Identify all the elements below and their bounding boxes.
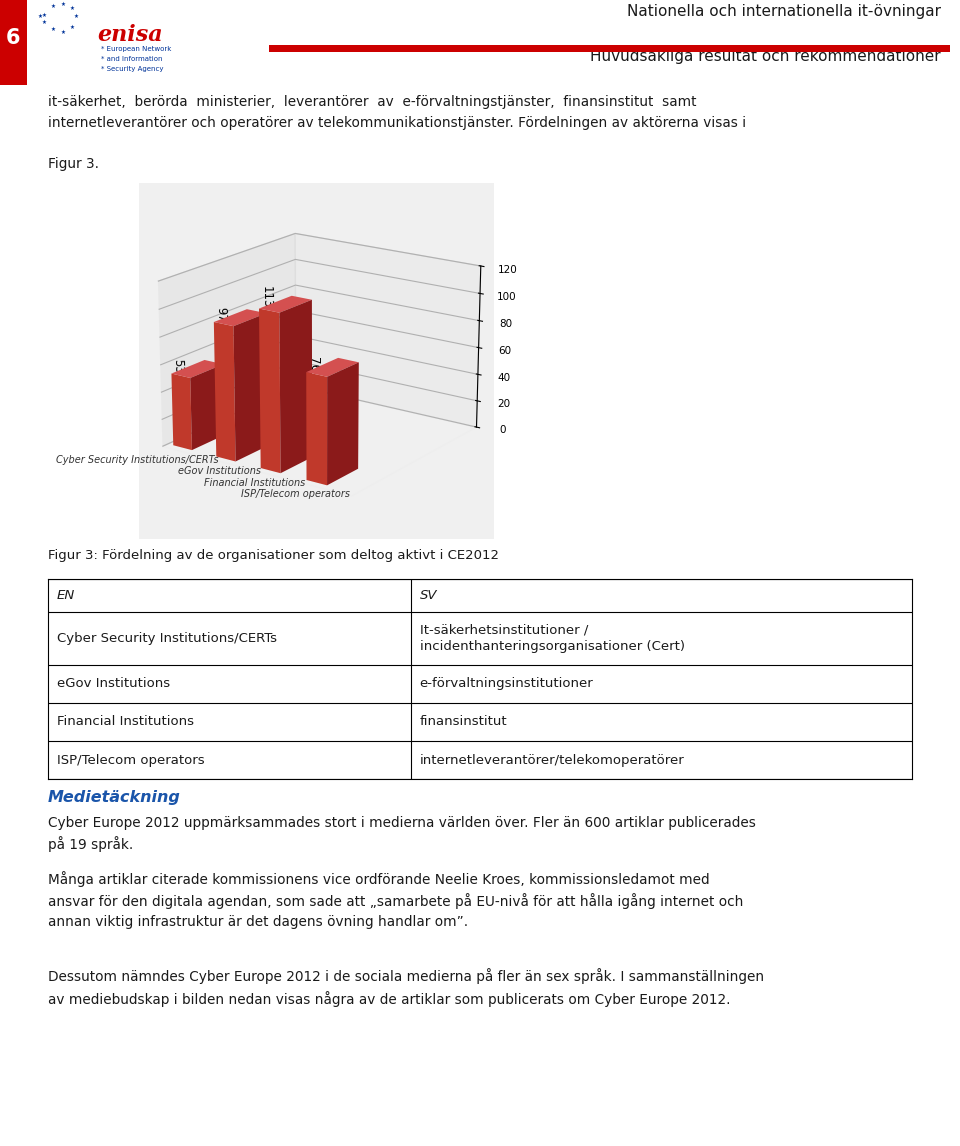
Text: Nationella och internationella it-övningar: Nationella och internationella it-övning… <box>627 5 941 19</box>
Text: ★: ★ <box>60 2 65 7</box>
Text: ★: ★ <box>41 19 47 24</box>
Text: ★: ★ <box>69 24 74 30</box>
Text: Huvudsakliga resultat och rekommendationer: Huvudsakliga resultat och rekommendation… <box>590 48 941 63</box>
Text: SV: SV <box>420 589 437 602</box>
Text: ★: ★ <box>50 28 55 32</box>
Text: ★: ★ <box>73 15 79 19</box>
Text: Många artiklar citerade kommissionens vice ordförande Neelie Kroes, kommissionsl: Många artiklar citerade kommissionens vi… <box>48 871 743 929</box>
Text: it-säkerhet,  berörda  ministerier,  leverantörer  av  e-förvaltningstjänster,  : it-säkerhet, berörda ministerier, levera… <box>48 95 746 171</box>
Text: internetleverantörer/telekomoperatörer: internetleverantörer/telekomoperatörer <box>420 754 684 767</box>
Text: finansinstitut: finansinstitut <box>420 715 507 729</box>
Text: ★: ★ <box>60 30 65 34</box>
Text: enisa: enisa <box>97 24 162 46</box>
Text: ★: ★ <box>50 5 55 9</box>
Text: * Security Agency: * Security Agency <box>101 66 164 72</box>
Text: Figur 3: Fördelning av de organisationer som deltog aktivt i CE2012: Figur 3: Fördelning av de organisationer… <box>48 549 499 562</box>
Text: Medietäckning: Medietäckning <box>48 790 180 804</box>
Text: ★: ★ <box>69 6 74 11</box>
Text: EN: EN <box>57 589 75 602</box>
Text: 6: 6 <box>6 29 21 48</box>
Text: Cyber Europe 2012 uppmärksammades stort i medierna världen över. Fler än 600 art: Cyber Europe 2012 uppmärksammades stort … <box>48 816 756 853</box>
Text: * and Information: * and Information <box>101 56 162 62</box>
Text: Dessutom nämndes Cyber Europe 2012 i de sociala medierna på fler än sex språk. I: Dessutom nämndes Cyber Europe 2012 i de … <box>48 968 764 1006</box>
Text: ★: ★ <box>37 15 42 19</box>
Text: ISP/Telecom operators: ISP/Telecom operators <box>57 754 204 767</box>
Text: ★: ★ <box>41 13 47 18</box>
Text: e-förvaltningsinstitutioner: e-förvaltningsinstitutioner <box>420 677 593 690</box>
Text: eGov Institutions: eGov Institutions <box>57 677 170 690</box>
Text: It-säkerhetsinstitutioner /
incidenthanteringsorganisationer (Cert): It-säkerhetsinstitutioner / incidenthant… <box>420 623 684 653</box>
Text: Cyber Security Institutions/CERTs: Cyber Security Institutions/CERTs <box>57 631 276 645</box>
Text: Financial Institutions: Financial Institutions <box>57 715 194 729</box>
Text: * European Network: * European Network <box>101 46 172 52</box>
